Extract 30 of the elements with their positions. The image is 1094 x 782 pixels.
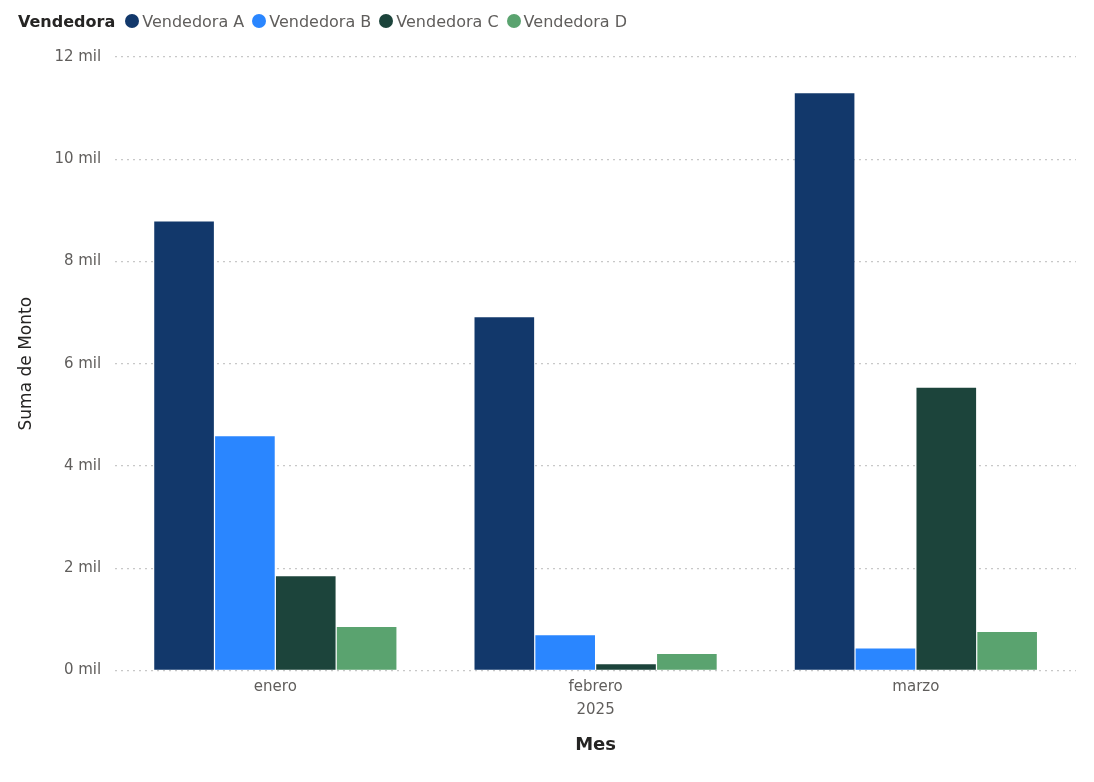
y-tick-label: 10 mil — [54, 149, 102, 168]
text: 2025 — [576, 699, 615, 718]
y-tick-label: 8 mil — [63, 251, 102, 270]
x-tick-label: febrero — [568, 677, 623, 696]
y-tick-label: 2 mil — [63, 558, 102, 577]
bar — [977, 632, 1037, 670]
bar — [596, 664, 656, 670]
y-axis-title: Suma de Monto — [14, 296, 35, 431]
bar — [474, 317, 535, 670]
bar — [657, 654, 717, 670]
y-tick-label: 4 mil — [63, 455, 102, 474]
legend-label: Vendedora C — [395, 11, 499, 31]
bar — [535, 635, 595, 670]
legend-title: Vendedora — [18, 11, 116, 31]
y-tick-label: 12 mil — [54, 46, 102, 65]
x-axis-title: Mes — [575, 732, 617, 754]
x-tick-label: enero — [253, 677, 297, 696]
legend-label: Vendedora B — [268, 11, 372, 31]
bar — [855, 648, 916, 670]
bar — [275, 576, 336, 670]
bar — [916, 387, 977, 670]
x-tick-label: marzo — [892, 677, 940, 696]
y-tick-label: 0 mil — [63, 660, 102, 679]
bar — [215, 436, 275, 670]
legend-label: Vendedora D — [522, 11, 628, 31]
bar — [336, 626, 397, 670]
y-tick-label: 6 mil — [63, 353, 102, 372]
bar — [794, 93, 855, 670]
bar — [154, 221, 214, 670]
legend-label: Vendedora A — [141, 11, 245, 31]
